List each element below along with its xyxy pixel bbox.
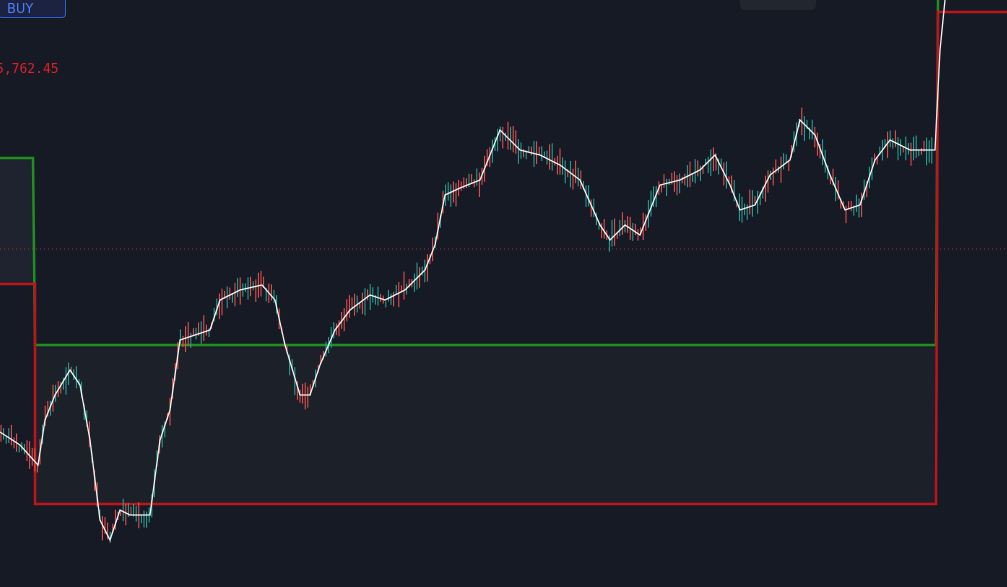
upper-band [0,0,940,347]
zone-left [0,158,33,284]
lower-band [0,10,1007,506]
moving-average [0,0,946,542]
toolbar-pill[interactable] [740,0,816,10]
price-label: 5,762.45 [0,62,59,77]
buy-button[interactable]: BUY [0,0,66,18]
zone-box [35,345,936,504]
